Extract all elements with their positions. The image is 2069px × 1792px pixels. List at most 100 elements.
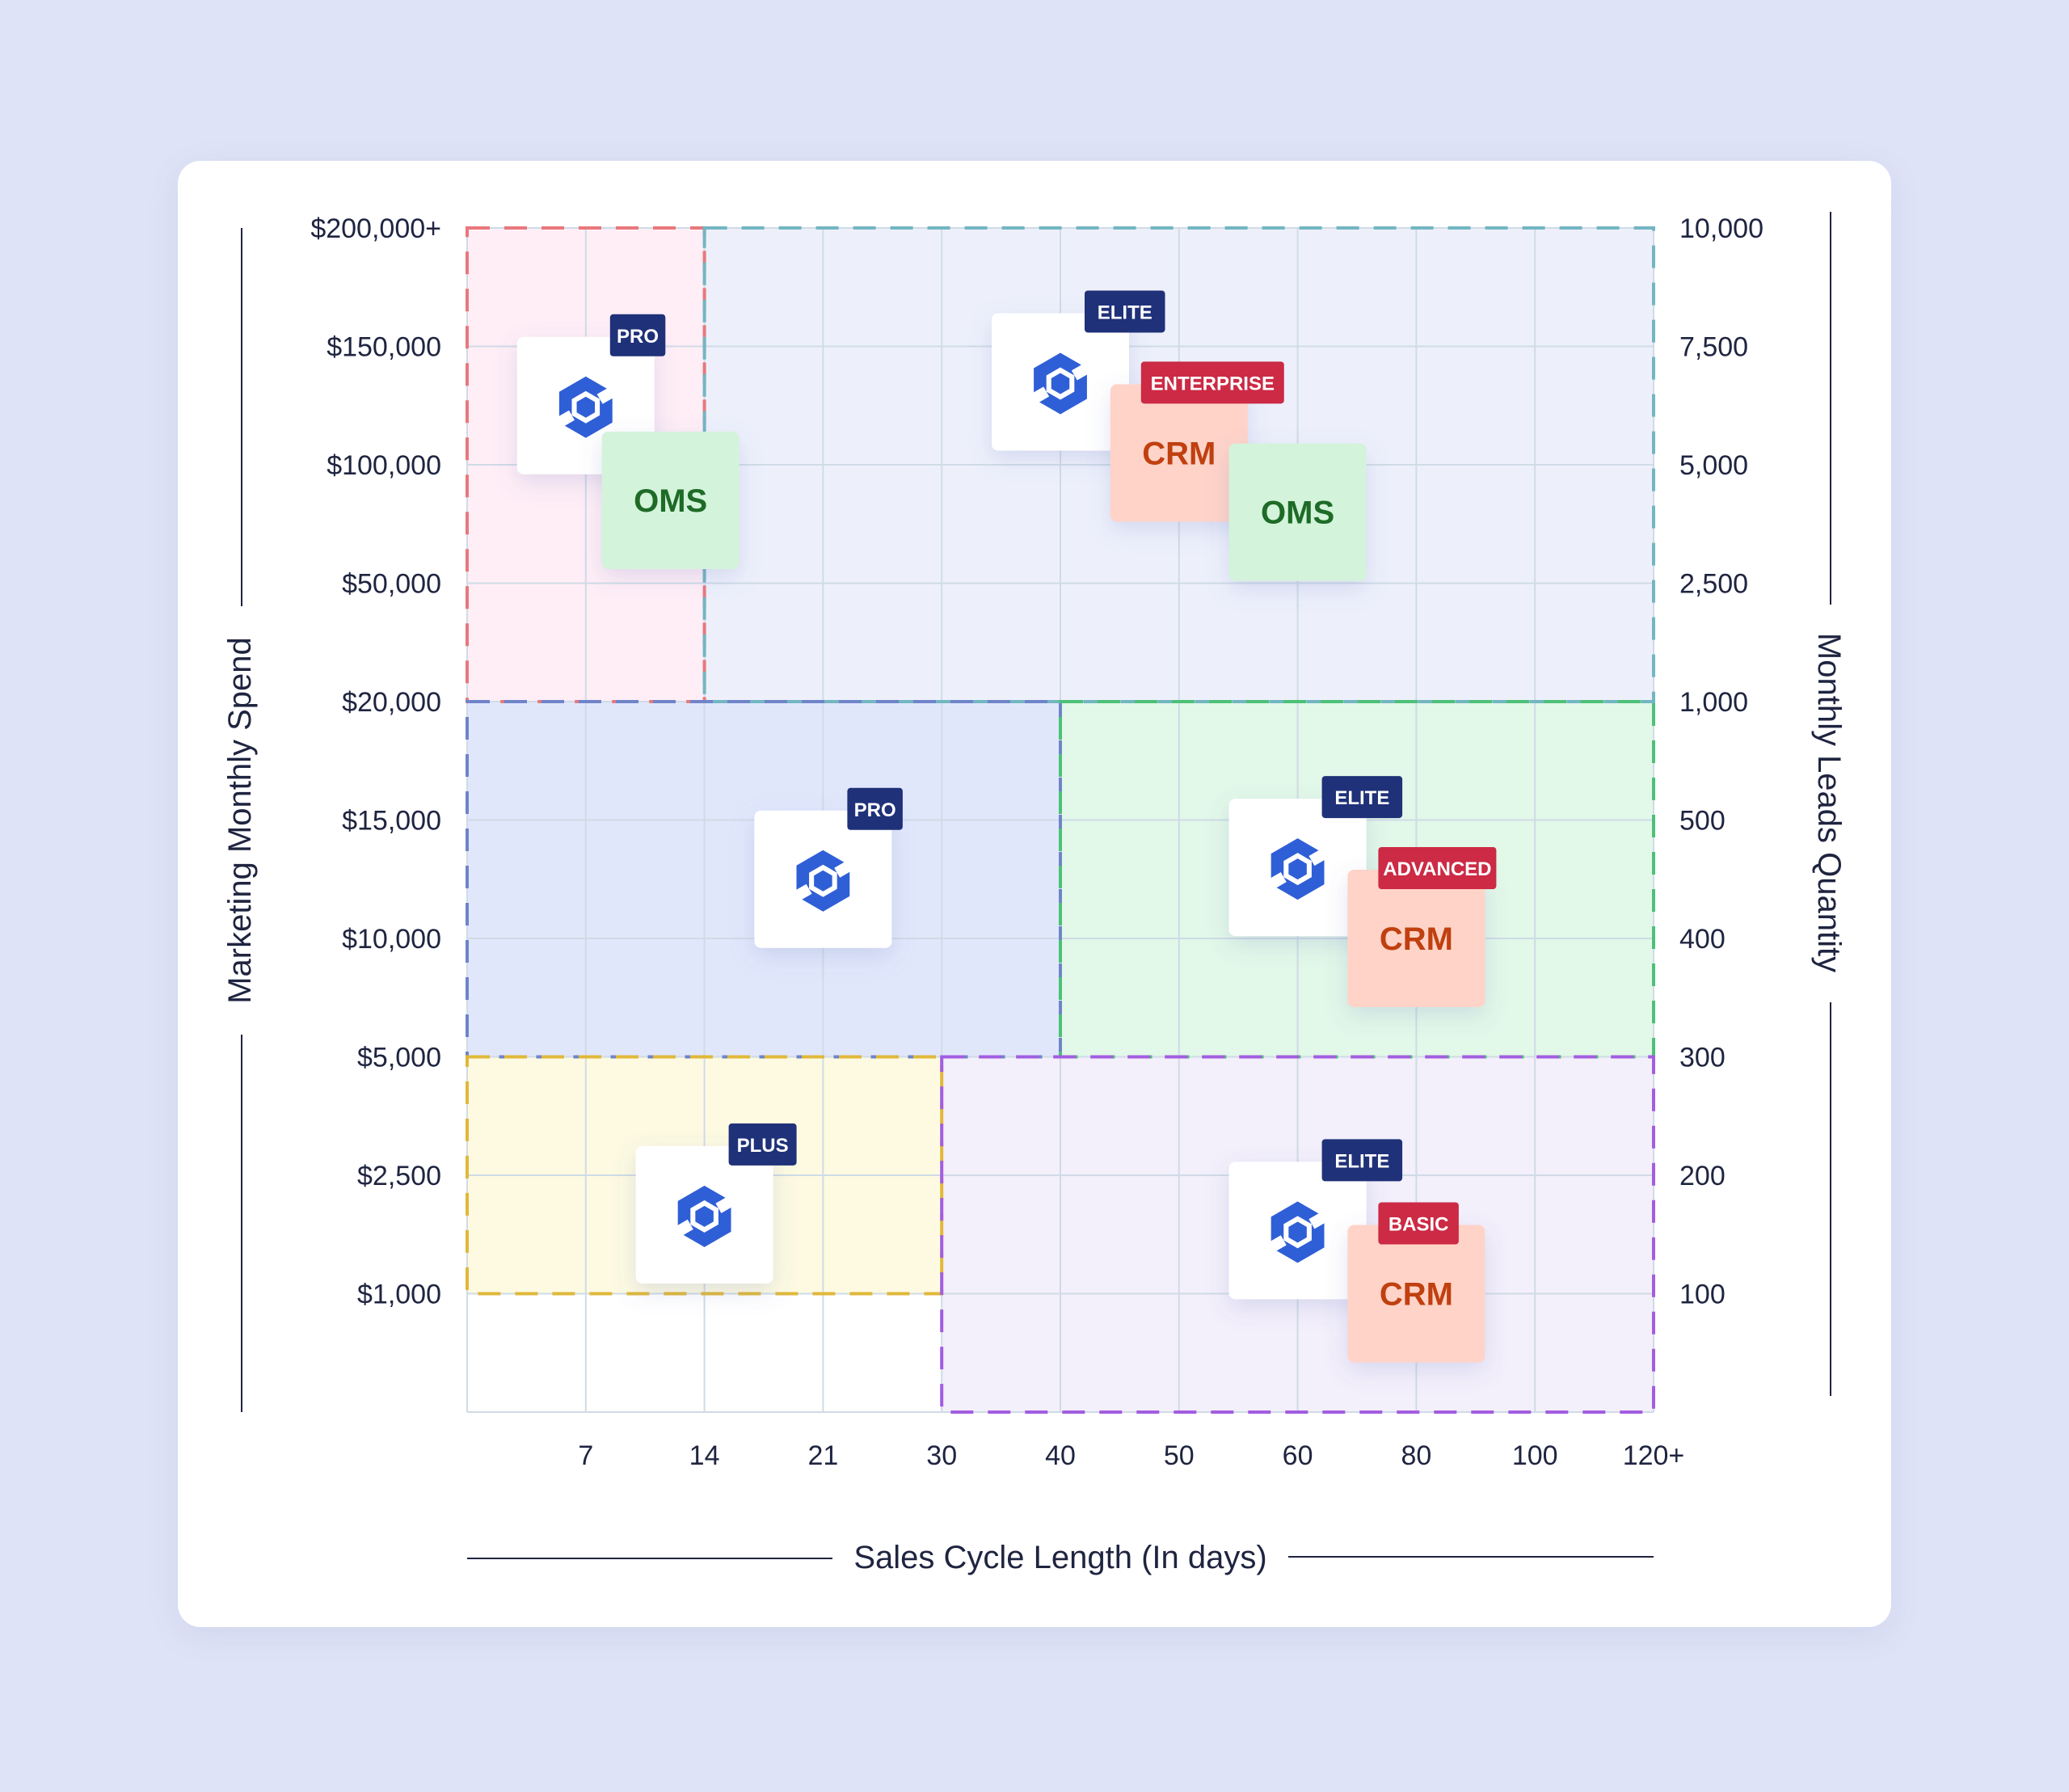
badge-background bbox=[1321, 776, 1403, 819]
product-logo-tile: ELITE bbox=[1228, 1139, 1403, 1300]
badge-label: ENTERPRISE bbox=[1151, 373, 1275, 394]
badge-background bbox=[1085, 290, 1165, 333]
badge-pro: PRO bbox=[609, 314, 666, 356]
product-logo-tile: PLUS bbox=[635, 1123, 797, 1284]
x-axis-tick-label: 40 bbox=[1045, 1440, 1076, 1471]
y-axis-right-tick-label: 300 bbox=[1679, 1043, 1726, 1073]
y-axis-right-tick-label: 500 bbox=[1679, 806, 1726, 837]
hexagon-gap-right bbox=[1308, 847, 1330, 866]
hexagon-logo-icon bbox=[553, 376, 618, 438]
y-axis-right-tick-label: 5,000 bbox=[1679, 450, 1748, 481]
badge-enterprise: ENTERPRISE bbox=[1140, 361, 1284, 404]
hexagon-logo-icon bbox=[1265, 838, 1330, 900]
items-layer: PRO OMS ELITE CRM ENTERPRISE OMS PRO ELITE CRM AD… bbox=[516, 290, 1497, 1363]
oms-product-tile: OMS bbox=[1228, 443, 1367, 581]
hexagon-gap-left bbox=[1265, 872, 1287, 892]
badge-label: PRO bbox=[617, 326, 659, 348]
y-axis-left-tick-label: $1,000 bbox=[357, 1280, 441, 1310]
crm-product-tile: CRM ENTERPRISE bbox=[1110, 361, 1284, 522]
badge-background bbox=[1378, 847, 1497, 889]
hexagon-gap-left bbox=[1265, 1235, 1287, 1254]
badge-label: BASIC bbox=[1388, 1214, 1449, 1236]
product-logo-tile: ELITE bbox=[1228, 776, 1403, 937]
badge-background bbox=[609, 314, 666, 356]
product-logo-tile: PRO bbox=[754, 787, 903, 948]
y-axis-right-tick-label: 7,500 bbox=[1679, 332, 1748, 363]
hexagon-ring bbox=[677, 1185, 731, 1247]
hexagon-ring bbox=[1270, 838, 1325, 900]
product-tile-card bbox=[1347, 1225, 1485, 1363]
x-axis-tick-label: 80 bbox=[1401, 1440, 1431, 1471]
product-tile-card bbox=[601, 431, 740, 569]
hexagon-gap-right bbox=[715, 1194, 737, 1213]
hexagon-ring bbox=[1034, 352, 1087, 415]
crm-product-tile: CRM BASIC bbox=[1347, 1202, 1485, 1363]
hexagon-logo-icon bbox=[790, 850, 856, 912]
y-axis-left-tick-label: $100,000 bbox=[327, 450, 441, 481]
hexagon-ring bbox=[1270, 1201, 1325, 1263]
hexagon-gap-left bbox=[672, 1219, 693, 1238]
badge-elite: ELITE bbox=[1321, 1139, 1403, 1182]
badge-label: ELITE bbox=[1098, 301, 1152, 323]
product-tile-card bbox=[1228, 443, 1367, 581]
badge-background bbox=[847, 787, 903, 830]
y-axis-right-tick-label: 10,000 bbox=[1679, 213, 1763, 244]
product-tile-card bbox=[1110, 384, 1248, 522]
badge-elite: ELITE bbox=[1321, 776, 1403, 819]
x-axis-tick-label: 7 bbox=[578, 1440, 593, 1471]
product-tile-label: OMS bbox=[634, 483, 707, 519]
zone-middle-left-border bbox=[466, 700, 1062, 1059]
x-axis-tick-label: 100 bbox=[1512, 1440, 1558, 1471]
hexagon-gap-right bbox=[1071, 361, 1093, 381]
product-tile-label: OMS bbox=[1261, 495, 1334, 531]
badge-advanced: ADVANCED bbox=[1378, 847, 1497, 889]
badge-label: ELITE bbox=[1334, 1150, 1389, 1172]
y-axis-right-tick-label: 2,500 bbox=[1679, 569, 1748, 600]
hexagon-logo-icon bbox=[1028, 352, 1093, 415]
zone-bottom-left-border bbox=[466, 1055, 944, 1296]
product-tile-card bbox=[1347, 870, 1485, 1007]
y-axis-left-tick-label: $150,000 bbox=[327, 332, 441, 363]
x-axis-tick-label: 14 bbox=[689, 1440, 720, 1471]
hexagon-ring bbox=[558, 376, 613, 438]
hexagon-gap-right bbox=[596, 385, 618, 404]
y-axis-left-tick-label: $10,000 bbox=[342, 924, 441, 955]
badge-label: ELITE bbox=[1334, 787, 1389, 809]
y-axis-left-tick-label: $50,000 bbox=[342, 569, 441, 600]
y-axis-right-tick-label: 100 bbox=[1679, 1280, 1726, 1310]
x-axis-tick-label: 30 bbox=[926, 1440, 957, 1471]
crm-product-tile: CRM ADVANCED bbox=[1347, 847, 1497, 1007]
x-axis-tick-label: 21 bbox=[807, 1440, 838, 1471]
hexagon-logo-icon bbox=[1265, 1201, 1330, 1263]
badge-label: ADVANCED bbox=[1383, 858, 1491, 880]
zone-bottom-right-border bbox=[940, 1055, 1655, 1414]
badge-basic: BASIC bbox=[1378, 1202, 1459, 1245]
axes-layer: $200,000+ $150,000 $100,000 $50,000 $20,000 $… bbox=[222, 212, 1847, 1575]
hexagon-core bbox=[695, 1205, 714, 1227]
x-axis-title: Sales Cycle Length (In days) bbox=[853, 1540, 1266, 1575]
x-axis-tick-label: 60 bbox=[1283, 1440, 1313, 1471]
hexagon-core bbox=[1051, 373, 1070, 394]
badge-elite: ELITE bbox=[1085, 290, 1165, 333]
y-axis-right-tick-label: 1,000 bbox=[1679, 687, 1748, 718]
hexagon-core bbox=[1288, 858, 1307, 880]
y-axis-left-tick-label: $15,000 bbox=[342, 806, 441, 837]
product-tile-label: CRM bbox=[1380, 1277, 1453, 1313]
product-logo-tile: ELITE bbox=[992, 290, 1165, 451]
product-tile-label: CRM bbox=[1142, 436, 1216, 471]
y-axis-right-tick-label: 200 bbox=[1679, 1161, 1726, 1191]
badge-background bbox=[1321, 1139, 1403, 1182]
badge-pro: PRO bbox=[847, 787, 903, 830]
y-axis-left-tick-label: $200,000+ bbox=[310, 213, 441, 244]
badge-label: PRO bbox=[854, 799, 896, 821]
x-axis-tick-label: 120+ bbox=[1623, 1440, 1685, 1471]
y-axis-left-title: Marketing Monthly Spend bbox=[222, 637, 258, 1004]
hexagon-core bbox=[576, 396, 596, 418]
badge-label: PLUS bbox=[737, 1135, 789, 1157]
hexagon-core bbox=[1288, 1221, 1307, 1243]
y-axis-left-tick-label: $20,000 bbox=[342, 687, 441, 718]
hexagon-gap-right bbox=[1308, 1210, 1330, 1229]
oms-product-tile: OMS bbox=[601, 431, 740, 569]
hexagon-gap-left bbox=[553, 410, 575, 429]
